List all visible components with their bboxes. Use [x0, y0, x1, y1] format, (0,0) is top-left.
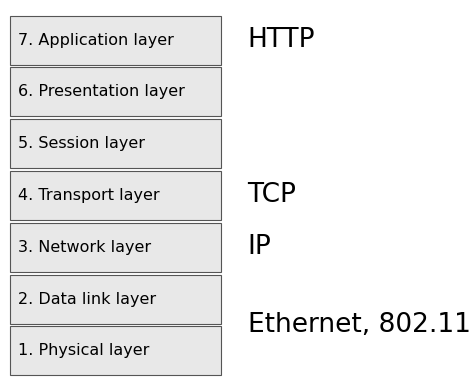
Text: 5. Session layer: 5. Session layer: [18, 136, 145, 151]
Text: 6. Presentation layer: 6. Presentation layer: [18, 84, 185, 99]
Text: IP: IP: [248, 234, 271, 260]
Text: 4. Transport layer: 4. Transport layer: [18, 188, 160, 203]
Text: 7. Application layer: 7. Application layer: [18, 32, 174, 48]
Text: 2. Data link layer: 2. Data link layer: [18, 292, 156, 307]
Text: HTTP: HTTP: [248, 27, 315, 53]
Text: TCP: TCP: [248, 183, 297, 208]
Text: 3. Network layer: 3. Network layer: [18, 240, 151, 255]
Text: Ethernet, 802.11: Ethernet, 802.11: [248, 312, 470, 338]
Text: 1. Physical layer: 1. Physical layer: [18, 343, 149, 359]
